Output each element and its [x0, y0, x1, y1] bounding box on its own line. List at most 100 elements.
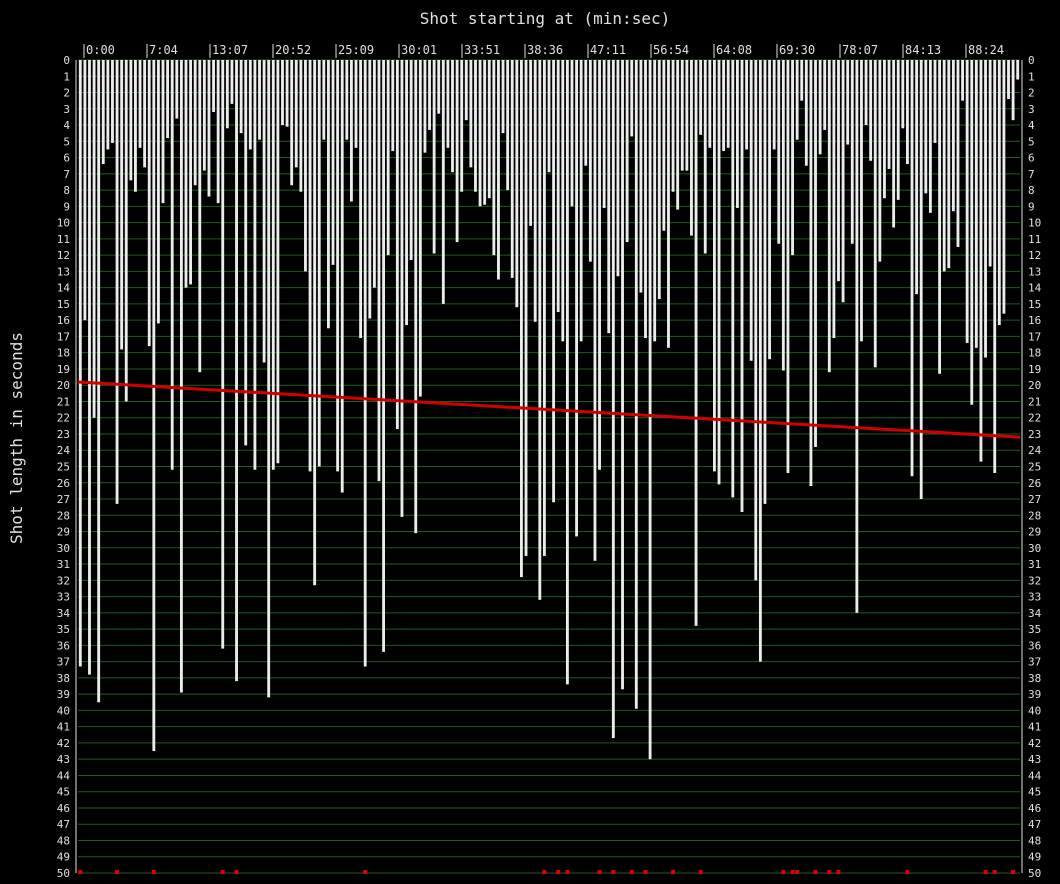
shot-bar — [248, 60, 252, 150]
shot-bar — [584, 60, 588, 166]
shot-bar — [207, 60, 211, 197]
shot-bar — [841, 60, 845, 303]
y-tick-label: 20 — [1028, 379, 1041, 392]
overflow-marker — [542, 870, 547, 874]
overflow-marker — [363, 870, 368, 874]
shot-bar — [611, 60, 615, 739]
y-tick-label: 0 — [1028, 54, 1035, 67]
y-tick-label: 36 — [57, 639, 70, 652]
overflow-marker — [643, 870, 648, 874]
y-tick-label: 34 — [1028, 607, 1042, 620]
shot-bar — [501, 60, 505, 134]
y-tick-label: 34 — [57, 607, 71, 620]
markers — [78, 870, 1016, 874]
shot-bar — [735, 60, 739, 208]
shot-bar — [988, 60, 992, 267]
y-tick-label: 50 — [1028, 867, 1041, 880]
shot-bar — [235, 60, 238, 682]
shot-bar — [997, 60, 1001, 326]
shot-bar — [924, 60, 928, 194]
shot-bar — [202, 60, 206, 171]
shot-bar — [777, 60, 781, 244]
shot-bar — [179, 60, 183, 693]
y-tick-label: 14 — [1028, 282, 1042, 295]
shot-bar — [552, 60, 556, 503]
y-tick-label: 38 — [1028, 672, 1041, 685]
shot-bar — [382, 60, 385, 652]
overflow-marker — [698, 870, 703, 874]
shot-bar — [947, 60, 951, 269]
overflow-marker — [565, 870, 570, 874]
y-tick-label: 12 — [57, 249, 70, 262]
shot-bar — [313, 60, 317, 586]
shot-bar — [680, 60, 684, 171]
shot-bar — [731, 60, 735, 498]
shot-bar — [193, 60, 197, 186]
shot-bar — [873, 60, 877, 368]
shot-bar — [974, 60, 978, 348]
shot-bar — [763, 60, 767, 504]
trend-line-segment — [77, 380, 1021, 439]
shot-bar — [391, 60, 395, 152]
y-tick-label: 44 — [57, 769, 71, 782]
shot-bar — [92, 60, 96, 418]
shot-bar — [919, 60, 923, 500]
overflow-marker — [234, 870, 239, 874]
y-tick-label: 42 — [1028, 737, 1041, 750]
y-tick-label: 19 — [57, 363, 70, 376]
y-tick-label: 43 — [57, 753, 70, 766]
y-tick-label: 45 — [1028, 786, 1041, 799]
y-tick-label: 37 — [57, 656, 70, 669]
shot-bar — [749, 60, 753, 361]
shot-bar — [984, 60, 987, 358]
shot-bar — [134, 60, 137, 192]
y-tick-label: 29 — [1028, 526, 1041, 539]
shot-bar — [942, 60, 946, 272]
shot-bar — [363, 60, 367, 667]
shot-bar — [547, 60, 551, 173]
shot-bar — [464, 60, 468, 121]
shot-bar — [483, 60, 487, 205]
shot-bar — [832, 60, 836, 339]
overflow-marker — [115, 870, 120, 874]
y-tick-label: 6 — [1028, 152, 1035, 165]
x-tick-label: 13:07 — [212, 43, 248, 57]
shot-bar — [414, 60, 418, 534]
y-tick-label: 40 — [1028, 704, 1041, 717]
x-tick-label: 64:08 — [716, 43, 752, 57]
shot-bar — [1002, 60, 1006, 314]
shot-bar — [951, 60, 955, 212]
shot-bar — [175, 60, 179, 119]
shot-bar — [786, 60, 790, 473]
y-tick-label: 7 — [63, 168, 70, 181]
y-axis-left: 0123456789101112131415161718192021222324… — [57, 54, 77, 880]
overflow-marker — [827, 870, 832, 874]
y-tick-label: 35 — [57, 623, 70, 636]
shot-bar — [556, 60, 560, 313]
x-tick-label: 38:36 — [527, 43, 563, 57]
shot-bar — [101, 60, 105, 165]
shot-bar — [887, 60, 891, 169]
y-tick-label: 38 — [57, 672, 70, 685]
shot-bar — [115, 60, 119, 504]
shot-bar — [446, 60, 450, 148]
shot-bar — [570, 60, 574, 207]
shot-bar — [676, 60, 680, 210]
x-tick-label: 78:07 — [842, 43, 878, 57]
y-tick-label: 23 — [1028, 428, 1041, 441]
shot-bar — [671, 60, 675, 192]
y-tick-label: 18 — [1028, 347, 1041, 360]
shot-bar — [368, 60, 372, 319]
shot-bar — [239, 60, 243, 134]
shot-bar — [1016, 60, 1020, 80]
shot-bar — [621, 60, 624, 690]
shot-bar — [253, 60, 257, 470]
x-tick-label: 88:24 — [968, 43, 1004, 57]
shot-bar — [639, 60, 643, 293]
x-tick-label: 30:01 — [401, 43, 437, 57]
shot-bar — [970, 60, 974, 405]
y-tick-label: 12 — [1028, 249, 1041, 262]
shot-bar — [276, 60, 280, 464]
y-tick-label: 6 — [63, 152, 70, 165]
x-tick-label: 33:51 — [464, 43, 500, 57]
